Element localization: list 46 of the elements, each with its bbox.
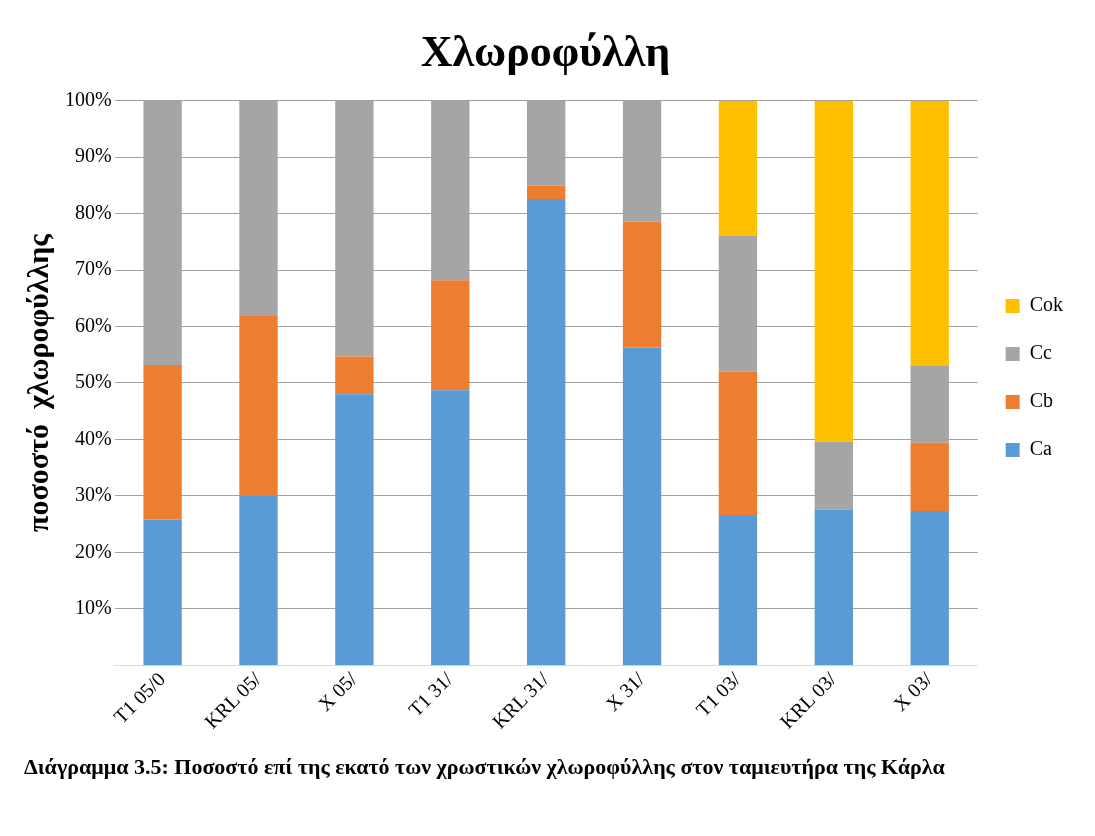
y-tick-label: 80% [74,200,112,223]
bar [239,495,278,666]
bar [622,347,662,666]
x-tick-label: KRL 31/ [487,667,553,733]
bar [143,519,182,666]
y-axis-title: ποσοστό χλωροφύλλης [20,233,54,532]
x-tick-label: T1 31/ [403,667,458,721]
bar [718,371,758,516]
bar [431,390,470,666]
x-tick-label: KRL 05/ [200,667,266,733]
y-tick-label: 50% [74,370,112,393]
bar [143,364,182,520]
bar [335,356,374,395]
bar [431,280,470,391]
x-tick-label: X 31/ [601,667,649,715]
legend-label: Ca [1029,437,1052,460]
x-tick-label: X 05/ [313,667,362,715]
y-tick-label: 90% [74,144,112,167]
legend-label: Cok [1029,293,1063,316]
bar [718,515,758,666]
y-tick-label: 10% [74,595,112,618]
chart-title: Χλωροφύλλη [420,26,671,76]
legend-label: Cb [1029,389,1053,412]
y-tick-label: 40% [74,426,112,449]
bar [814,509,854,666]
bar [526,185,566,199]
bar [239,315,278,496]
bar [910,100,949,367]
bar [526,199,566,666]
x-tick-label: KRL 03/ [775,667,841,733]
x-tick-label: X 03/ [888,667,937,715]
bar [814,100,854,442]
bar [910,442,949,512]
bar [910,511,949,666]
y-tick-label: 20% [74,539,112,562]
text: Διάγραμμα 3.5: Ποσοστό επί της εκατό των χρωστικών χλωροφύλλης στον ταμιευτήρα της Κάρλα [23,754,946,780]
bar [718,100,758,236]
y-tick-label: 70% [74,257,112,280]
y-tick-label: 60% [74,313,112,336]
x-tick-label: T1 05/0 [109,667,170,728]
x-tick-label: T1 03/ [691,667,745,721]
bar [335,394,374,666]
y-tick-label: 100% [64,88,112,111]
y-tick-label: 30% [74,483,112,506]
legend-label: Cc [1029,341,1052,364]
bar [622,221,662,348]
